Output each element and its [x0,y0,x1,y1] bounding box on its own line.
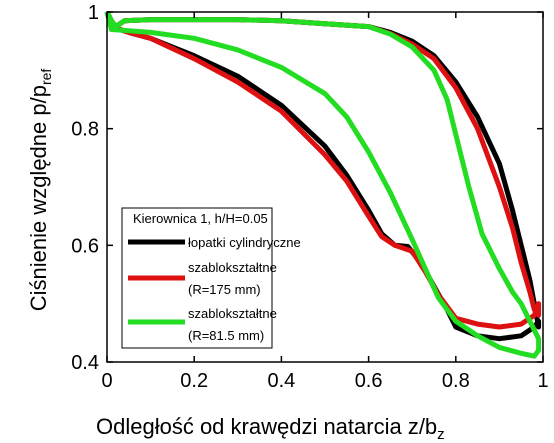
x-axis-label-main: Odległość od krawędzi natarcia z/b [96,414,437,439]
y-tick-label: 0.6 [71,235,99,257]
legend-label-red-line1: szablokształtne [188,260,277,275]
y-axis-label-sub: ref [38,69,54,85]
y-axis-label-main: Ciśnienie względne p/p [26,85,51,311]
series-layer [104,10,542,359]
series-line-2 [104,10,542,359]
x-tick-label: 0.6 [355,370,383,392]
y-tick-label: 0.4 [71,352,99,374]
x-axis-label-sub: z [437,426,445,443]
legend-label-red-line2: (R=175 mm) [188,282,261,297]
x-tick-label: 0.8 [442,370,470,392]
x-axis-label: Odległość od krawędzi natarcia z/bz [96,414,445,443]
legend-label-green-line2: (R=81.5 mm) [188,328,264,343]
x-tick-label: 1 [537,370,548,392]
legend: Kierownica 1, h/H=0.05 łopatki cylindryc… [121,207,301,349]
y-tick-label: 0.8 [71,119,99,141]
legend-label-black: łopatki cylindryczne [188,235,301,250]
legend-label-green-line1: szablokształtne [188,306,277,321]
x-axis-ticks: 0 0.2 0.4 0.6 0.8 1 [101,12,549,392]
legend-title: Kierownica 1, h/H=0.05 [133,211,268,226]
y-axis-ticks: 0.4 0.6 0.8 1 [71,2,543,374]
plot-frame [106,11,544,363]
y-tick-label: 1 [88,2,99,24]
x-tick-label: 0.2 [180,370,208,392]
x-tick-label: 0.4 [267,370,295,392]
y-axis-label: Ciśnienie względne p/pref [26,69,54,312]
x-tick-label: 0 [101,370,112,392]
